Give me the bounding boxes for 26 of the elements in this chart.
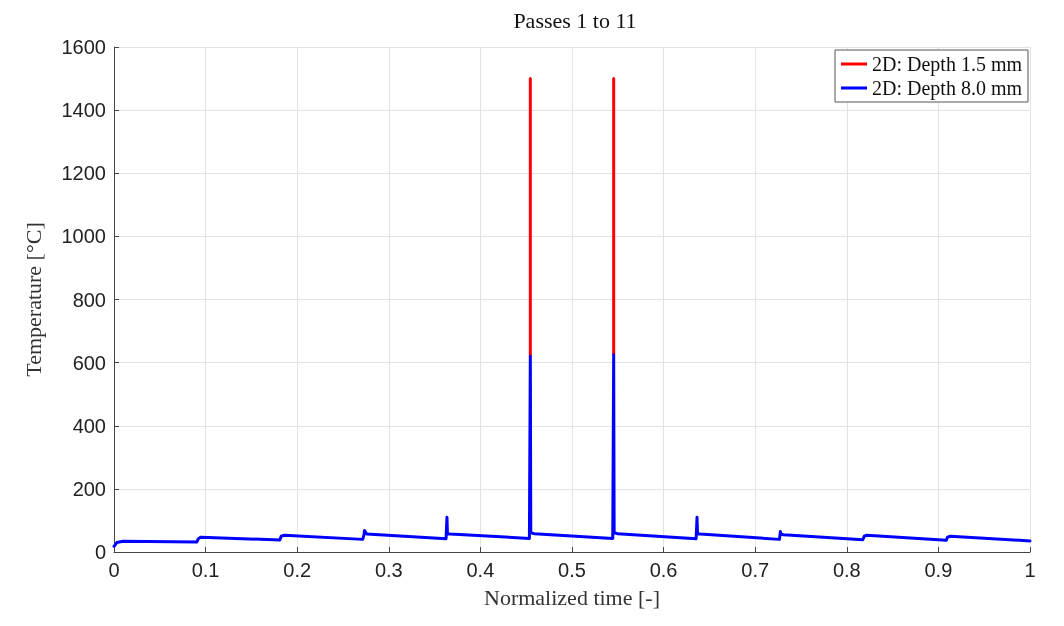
y-tick-label: 1600	[61, 36, 106, 58]
y-tick-label: 1400	[61, 99, 106, 122]
x-tick-label: 0.4	[466, 559, 495, 581]
y-tick-label: 1000	[61, 225, 106, 248]
x-tick-label: 0.3	[374, 559, 403, 581]
x-tick-label: 0.9	[924, 559, 953, 581]
x-tick-label: 0.6	[649, 559, 678, 581]
x-tick-label: 0.7	[741, 559, 770, 581]
y-tick-label: 1200	[61, 162, 106, 185]
chart-title: Passes 1 to 11	[513, 7, 637, 33]
legend-label: 2D: Depth 8.0 mm	[872, 77, 1023, 100]
x-tick-label: 0	[108, 559, 120, 581]
y-tick-label: 200	[72, 477, 106, 500]
line-series	[112, 353, 1032, 548]
y-tick-label: 400	[72, 414, 106, 437]
x-tick-label: 0.8	[832, 559, 861, 581]
y-tick-label: 600	[72, 351, 106, 374]
x-tick-label: 0.5	[558, 559, 586, 581]
x-tick-label: 0.1	[191, 559, 220, 581]
x-tick-label: 0.2	[283, 559, 312, 581]
y-axis-title: Temperature [°C]	[20, 222, 46, 377]
y-tick-label: 800	[72, 288, 106, 311]
legend-label: 2D: Depth 1.5 mm	[872, 53, 1023, 76]
x-axis-title: Normalized time [-]	[484, 584, 660, 610]
y-tick-label: 0	[94, 541, 106, 563]
x-tick-label: 1	[1024, 559, 1036, 581]
